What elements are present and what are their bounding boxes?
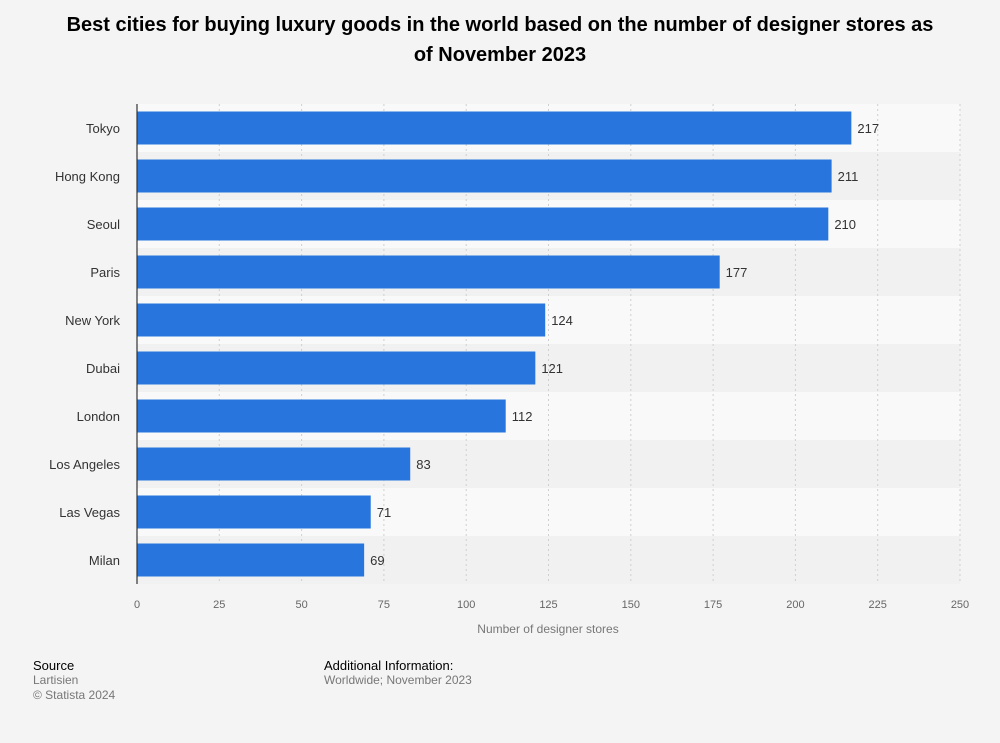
x-tick-label: 175 <box>704 599 722 611</box>
source-name[interactable]: Lartisien <box>33 673 79 687</box>
category-label: London <box>77 409 120 424</box>
additional-info-heading: Additional Information: <box>324 658 454 673</box>
category-labels: Tokyo Hong Kong Seoul Paris New York Dubai Lon… <box>49 121 120 568</box>
category-label: Los Angeles <box>49 457 120 472</box>
x-tick-label: 75 <box>378 599 390 611</box>
source-heading: Source <box>33 658 75 673</box>
category-label: Las Vegas <box>59 505 120 520</box>
x-axis-title: Number of designer stores <box>477 622 618 636</box>
bar <box>137 351 536 385</box>
bar <box>137 447 411 481</box>
source-block: Source Lartisien © Statista 2024 <box>33 658 115 703</box>
value-label: 211 <box>838 169 859 184</box>
category-label: Dubai <box>86 361 120 376</box>
x-tick-label: 225 <box>869 599 887 611</box>
value-label: 124 <box>551 313 573 328</box>
category-label: New York <box>65 313 120 328</box>
bar <box>137 111 852 145</box>
value-labels: 217 211 210 177 124 121 112 83 71 69 <box>370 121 879 568</box>
x-tick-label: 50 <box>295 599 307 611</box>
x-tick-label: 250 <box>951 599 969 611</box>
x-tick-label: 0 <box>134 599 140 611</box>
x-tick-label: 100 <box>457 599 475 611</box>
bar <box>137 399 506 433</box>
category-label: Seoul <box>87 217 120 232</box>
x-tick-label: 25 <box>213 599 225 611</box>
value-label: 69 <box>370 553 384 568</box>
value-label: 71 <box>377 505 391 520</box>
value-label: 121 <box>541 361 563 376</box>
additional-info-block: Additional Information: Worldwide; Novem… <box>324 658 472 688</box>
category-label: Milan <box>89 553 120 568</box>
bar <box>137 495 371 529</box>
bar <box>137 207 829 241</box>
bar <box>137 543 365 577</box>
value-label: 83 <box>416 457 430 472</box>
bars <box>137 111 852 577</box>
x-tick-labels: 0 25 50 75 100 125 150 175 200 225 250 <box>134 599 969 611</box>
value-label: 210 <box>834 217 856 232</box>
bar-chart: 217 211 210 177 124 121 112 83 71 69 Tokyo Hong Ko… <box>49 104 969 636</box>
bar <box>137 303 546 337</box>
x-tick-label: 125 <box>539 599 557 611</box>
value-label: 177 <box>726 265 748 280</box>
chart-title: Best cities for buying luxury goods in t… <box>66 14 934 66</box>
bar <box>137 159 832 193</box>
value-label: 112 <box>512 409 533 424</box>
category-label: Tokyo <box>86 121 120 136</box>
category-label: Hong Kong <box>55 169 120 184</box>
copyright-text: © Statista 2024 <box>33 688 116 702</box>
value-label: 217 <box>857 121 879 136</box>
bar <box>137 255 720 289</box>
category-label: Paris <box>90 265 120 280</box>
additional-info-text: Worldwide; November 2023 <box>324 673 472 687</box>
x-tick-label: 150 <box>622 599 640 611</box>
x-tick-label: 200 <box>786 599 804 611</box>
